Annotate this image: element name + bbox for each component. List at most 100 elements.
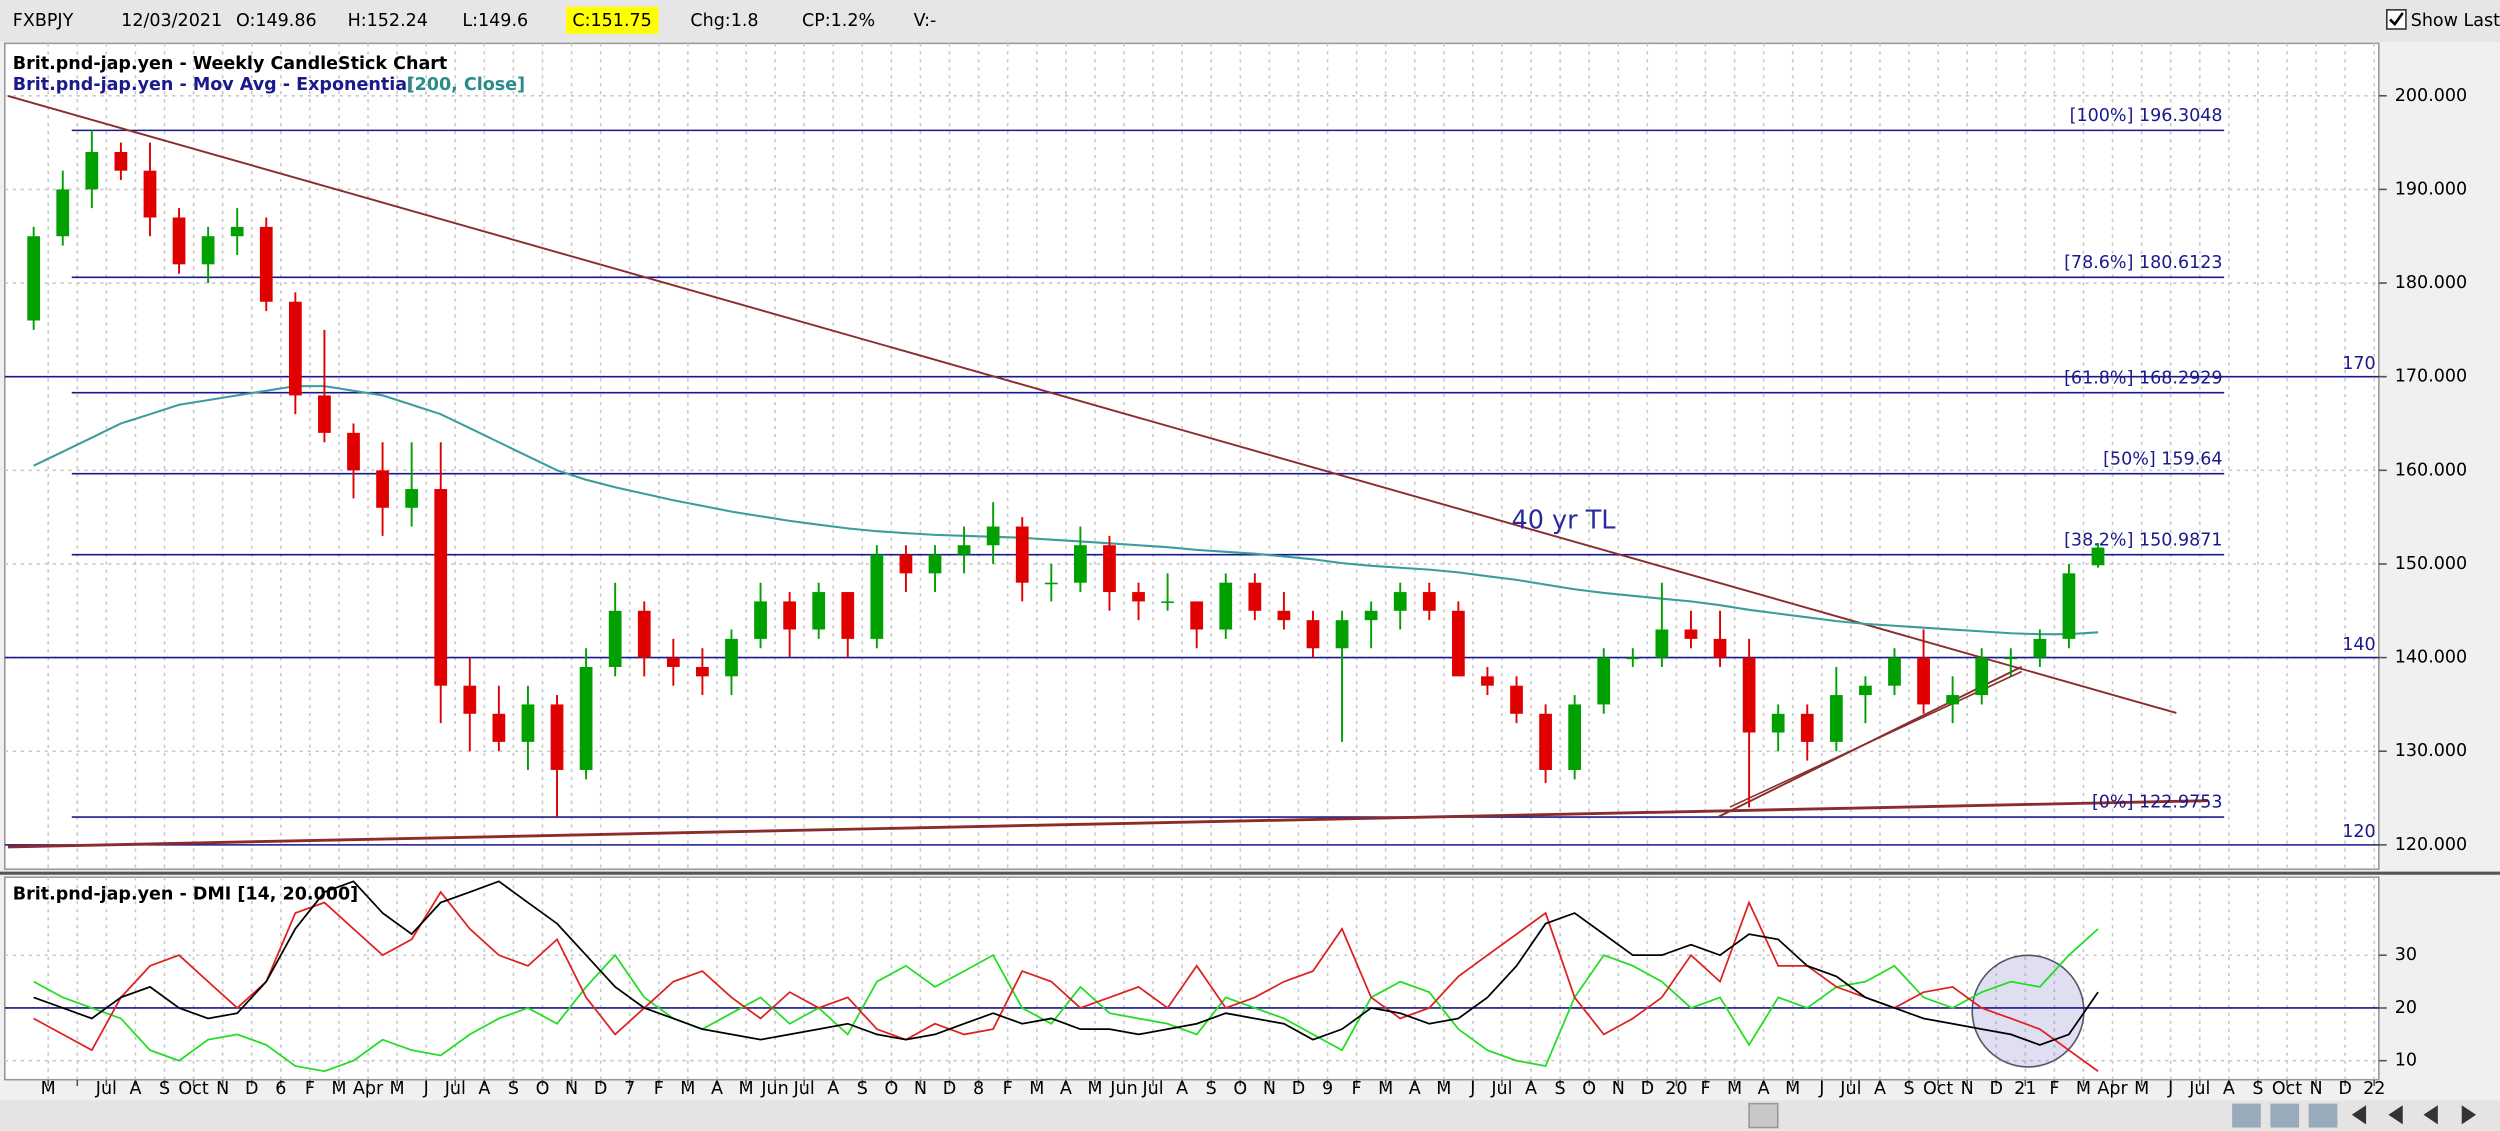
scroll-thumb[interactable] (1748, 1102, 1779, 1129)
x-tick-label: S (508, 1079, 519, 1099)
y-tick-label: 20 (2395, 998, 2417, 1018)
x-tick-label: A (1874, 1079, 1886, 1099)
x-tick-label: A (129, 1079, 141, 1099)
nav-button[interactable] (2308, 1103, 2338, 1128)
candle-body (841, 592, 855, 639)
candle-body (27, 236, 41, 321)
x-tick-label: D (1292, 1079, 1306, 1099)
x-tick-label: D (943, 1079, 957, 1099)
x-tick-label: 22 (2363, 1079, 2385, 1099)
x-tick-label: A (711, 1079, 723, 1099)
x-tick-label: M (331, 1079, 346, 1099)
dmi-line (33, 928, 2099, 1073)
candle-body (1219, 582, 1233, 630)
low: L:149.6 (462, 11, 528, 31)
trendline-rising-2 (1729, 670, 2023, 808)
nav-button[interactable] (2232, 1103, 2261, 1128)
x-tick-label: Apr (353, 1079, 384, 1099)
price-panel (3, 42, 2380, 871)
ema-params: [200, Close] (407, 75, 526, 95)
level-label: 140 (2342, 635, 2375, 655)
x-tick-label: 7 (624, 1079, 635, 1099)
y-tick-label: 150.000 (2395, 554, 2467, 574)
x-tick-label: D (594, 1079, 608, 1099)
candle-body (1946, 695, 1960, 705)
candle-body (870, 554, 884, 639)
x-tick-label: M (1087, 1079, 1102, 1099)
candle-body (1917, 657, 1930, 705)
x-tick-label: Jul (95, 1079, 117, 1099)
grid (4, 43, 2379, 1080)
x-tick-label: 21 (2014, 1079, 2036, 1099)
x-tick-label: N (914, 1079, 927, 1099)
y-tick-label: 190.000 (2395, 179, 2467, 199)
x-tick-label: M (1727, 1079, 1742, 1099)
x-tick-label: M (390, 1079, 405, 1099)
nav-button[interactable] (2270, 1103, 2300, 1128)
candle-body (1568, 704, 1582, 770)
candle-body (521, 704, 535, 742)
scrollbar[interactable] (0, 1100, 2500, 1131)
trendline-40yr (7, 95, 2177, 714)
x-tick-label: J (1818, 1079, 1824, 1099)
x-tick-label: 6 (275, 1079, 286, 1099)
candle-body (85, 151, 99, 190)
x-tick-label: M (41, 1079, 56, 1099)
candle-body (1626, 657, 1640, 660)
candle-body (579, 666, 593, 770)
candle-body (143, 170, 157, 218)
candle-body (783, 601, 797, 630)
ema-title: Brit.pnd-jap.yen - Mov Avg - Exponential (13, 75, 413, 95)
x-tick-label: S (1206, 1079, 1217, 1099)
candle-body (1800, 713, 1814, 742)
level-label: 170 (2342, 354, 2375, 374)
nav-arrows[interactable] (2351, 1105, 2477, 1125)
show-last-label[interactable]: Show Last (2411, 11, 2500, 31)
candle-body (1277, 610, 1291, 621)
candle-body (1306, 620, 1320, 649)
candle-body (928, 554, 942, 574)
candle-body (463, 685, 477, 714)
x-tick-label: F (1352, 1079, 1362, 1099)
x-tick-label: 9 (1322, 1079, 1333, 1099)
candle-body (1103, 545, 1116, 593)
candle-body (318, 395, 331, 433)
x-tick-label: M (738, 1079, 753, 1099)
candle-body (1771, 713, 1785, 733)
x-tick-label: A (1758, 1079, 1770, 1099)
x-tick-label: M (1785, 1079, 1800, 1099)
candle-body (1888, 657, 1901, 686)
open: O:149.86 (236, 11, 317, 31)
candle-body (492, 713, 506, 742)
candle-body (637, 610, 651, 658)
dmi-title: Brit.pnd-jap.yen - DMI [14, 20.000] (13, 885, 358, 905)
candle-body (376, 470, 389, 508)
y-tick-label: 30 (2395, 945, 2417, 965)
x-tick-label: J (423, 1079, 429, 1099)
x-tick-label: A (1176, 1079, 1188, 1099)
candle-body (201, 236, 215, 265)
x-tick-label: Jul (1839, 1079, 1861, 1099)
x-tick-label: S (1555, 1079, 1566, 1099)
candle-body (2004, 657, 2018, 660)
show-last-checkbox[interactable] (2386, 9, 2407, 30)
candle-body (1713, 638, 1727, 658)
candle-body (1422, 592, 1436, 611)
ema-line (33, 385, 2099, 636)
x-tick-label: D (2338, 1079, 2352, 1099)
candle-body (754, 601, 767, 639)
x-tick-label: O (1233, 1079, 1247, 1099)
x-tick-label: M (1378, 1079, 1393, 1099)
x-tick-label: M (2076, 1079, 2091, 1099)
candle-body (696, 666, 709, 677)
candle-body (114, 151, 128, 171)
x-tick-label: 20 (1665, 1079, 1687, 1099)
x-tick-label: F (1700, 1079, 1710, 1099)
candle-body (1190, 601, 1204, 630)
candle-body (172, 217, 186, 265)
x-tick-label: A (827, 1079, 839, 1099)
x-tick-label: S (2252, 1079, 2263, 1099)
candle-body (1539, 713, 1552, 770)
